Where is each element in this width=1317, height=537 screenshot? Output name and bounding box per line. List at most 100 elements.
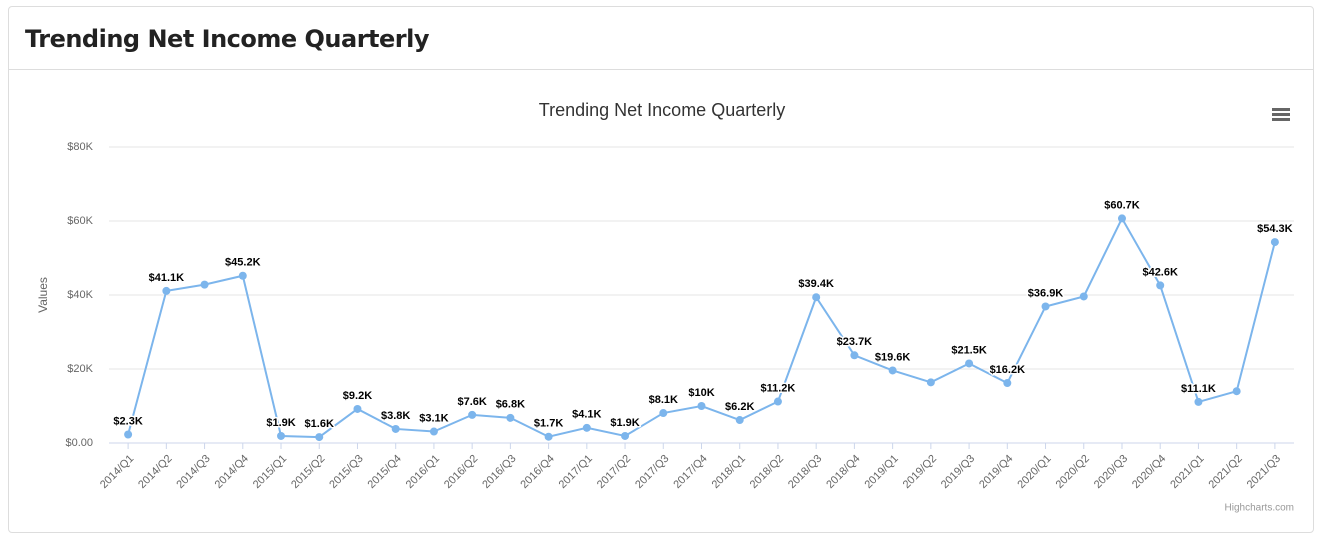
x-tick-label: 2020/Q2 [1054,453,1092,491]
point [124,430,133,439]
point [965,359,974,368]
point [582,423,591,432]
data-label: $39.4K [798,278,834,290]
data-label: $21.5K [951,344,987,356]
x-tick-label: 2014/Q1 [98,453,136,491]
x-tick-label: 2017/Q2 [595,453,633,491]
data-label: $1.6K [305,418,334,430]
data-label: $36.9K [1028,287,1064,299]
data-label: $60.7K [1104,199,1140,211]
data-label: $6.8K [496,399,525,411]
point [659,409,668,418]
point [506,413,515,422]
point [926,378,935,387]
x-tick-label: 2017/Q1 [557,453,595,491]
card-title: Trending Net Income Quarterly [9,7,1313,70]
x-tick-label: 2017/Q3 [633,453,671,491]
point [162,286,171,295]
menu-button[interactable] [1272,108,1290,121]
x-tick-label: 2019/Q2 [901,453,939,491]
y-tick-label: $0.00 [65,437,93,449]
point [888,366,897,375]
data-label: $1.7K [534,418,563,430]
data-label: $11.1K [1181,383,1216,395]
point [277,431,286,440]
x-tick-label: 2015/Q3 [327,453,365,491]
data-label: $1.9K [610,417,639,429]
menu-bar [1272,108,1290,111]
menu-bar [1272,113,1290,116]
point [353,404,362,413]
y-axis-title: Values [36,277,50,313]
x-tick-label: 2015/Q1 [251,453,289,491]
point [429,427,438,436]
x-tick-label: 2014/Q4 [213,453,251,491]
data-label: $45.2K [225,257,261,269]
x-tick-label: 2015/Q2 [289,453,327,491]
y-tick-label: $40K [67,289,93,301]
data-label: $4.1K [572,409,601,421]
x-tick-label: 2018/Q1 [710,453,748,491]
point [1041,302,1050,311]
point [697,402,706,410]
data-label: $9.2K [343,390,372,402]
data-label: $3.1K [419,412,448,424]
point [1232,387,1241,396]
x-tick-label: 2017/Q4 [671,453,709,491]
data-label: $7.6K [457,396,486,408]
x-tick-label: 2014/Q3 [174,453,212,491]
x-tick-label: 2021/Q3 [1245,453,1283,491]
data-label: $16.2K [990,364,1026,376]
point [1117,214,1126,223]
point [1003,379,1012,388]
x-tick-label: 2021/Q2 [1207,453,1245,491]
menu-bar [1272,118,1290,121]
data-label: $41.1K [149,272,185,284]
data-label: $19.6K [875,351,911,363]
data-label: $11.2K [761,382,796,394]
point [1079,292,1088,301]
x-tick-label: 2016/Q3 [480,453,518,491]
data-label: $1.9K [266,417,295,429]
point [391,424,400,433]
y-tick-label: $20K [67,363,93,375]
x-tick-label: 2019/Q3 [939,453,977,491]
data-label: $6.2K [725,401,754,413]
x-tick-label: 2014/Q2 [136,453,174,491]
data-label: $8.1K [649,394,678,406]
data-label: $54.3K [1257,223,1293,235]
x-tick-label: 2016/Q1 [404,453,442,491]
point [1270,238,1279,247]
x-tick-label: 2019/Q1 [862,453,900,491]
point [621,431,630,440]
point [544,432,553,441]
point [238,271,247,280]
point [200,280,209,289]
point [1194,397,1203,406]
point [773,397,782,406]
card: Trending Net Income Quarterly [8,6,1314,533]
x-tick-label: 2020/Q1 [1015,453,1053,491]
x-tick-label: 2018/Q4 [824,453,862,491]
point [1156,281,1165,290]
data-label: $42.6K [1142,266,1178,278]
credits[interactable]: Highcharts.com [1225,503,1294,514]
data-label: $2.3K [113,415,142,427]
point [735,416,744,425]
x-tick-label: 2018/Q2 [748,453,786,491]
data-label: $3.8K [381,410,410,422]
x-tick-label: 2018/Q3 [786,453,824,491]
data-label: $23.7K [837,336,873,348]
x-tick-label: 2019/Q4 [977,453,1015,491]
point [812,293,821,302]
point [850,351,859,360]
x-tick-label: 2020/Q4 [1130,453,1168,491]
data-label: $10K [688,387,714,399]
point [315,433,324,442]
x-tick-label: 2015/Q4 [366,453,404,491]
point [468,410,477,419]
y-tick-label: $60K [67,215,93,227]
x-tick-label: 2021/Q1 [1168,453,1206,491]
x-tick-label: 2016/Q2 [442,453,480,491]
